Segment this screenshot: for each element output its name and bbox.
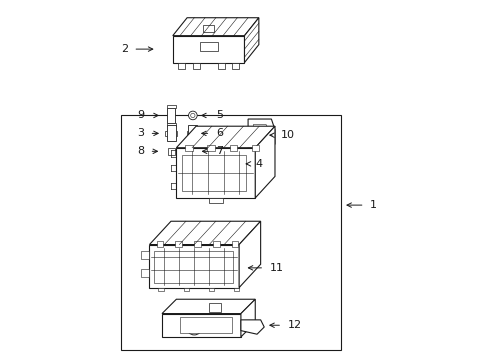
- Polygon shape: [255, 126, 274, 198]
- Bar: [165, 131, 166, 135]
- Bar: [203, 25, 214, 32]
- Bar: [231, 241, 238, 247]
- Circle shape: [188, 111, 197, 120]
- Polygon shape: [244, 18, 258, 63]
- Bar: [197, 131, 198, 135]
- Bar: [208, 303, 221, 312]
- Bar: [121, 116, 341, 350]
- Polygon shape: [253, 125, 269, 143]
- Bar: [166, 105, 176, 108]
- Bar: [188, 125, 197, 141]
- Text: 5: 5: [215, 111, 223, 121]
- Polygon shape: [247, 119, 274, 148]
- Text: 8: 8: [137, 146, 144, 156]
- Polygon shape: [149, 221, 260, 244]
- Bar: [192, 63, 199, 69]
- Bar: [178, 63, 185, 69]
- Bar: [208, 288, 214, 291]
- Bar: [208, 198, 223, 203]
- Bar: [158, 288, 164, 291]
- Bar: [156, 241, 163, 247]
- Bar: [140, 251, 149, 259]
- Bar: [207, 145, 214, 150]
- Bar: [168, 148, 174, 154]
- Bar: [239, 158, 245, 170]
- Bar: [176, 148, 255, 198]
- Bar: [229, 145, 236, 150]
- Bar: [166, 125, 176, 141]
- Text: 4: 4: [255, 159, 262, 169]
- Bar: [217, 63, 224, 69]
- Polygon shape: [239, 180, 245, 188]
- Polygon shape: [176, 126, 274, 148]
- Bar: [182, 155, 246, 191]
- Bar: [186, 131, 188, 135]
- Polygon shape: [241, 320, 264, 334]
- Text: 7: 7: [215, 146, 223, 156]
- Polygon shape: [241, 299, 255, 337]
- Bar: [189, 148, 196, 154]
- Text: 3: 3: [137, 129, 144, 138]
- Bar: [149, 244, 239, 288]
- Bar: [233, 288, 239, 291]
- Bar: [238, 155, 246, 158]
- Bar: [172, 36, 244, 63]
- Circle shape: [240, 181, 244, 185]
- Polygon shape: [239, 221, 260, 288]
- Bar: [166, 123, 176, 126]
- Polygon shape: [162, 299, 255, 314]
- Text: 10: 10: [280, 130, 294, 140]
- Bar: [194, 241, 201, 247]
- Bar: [180, 317, 231, 333]
- Bar: [162, 314, 241, 337]
- Polygon shape: [172, 18, 258, 36]
- Text: 11: 11: [269, 263, 283, 273]
- Bar: [176, 131, 177, 135]
- Bar: [167, 108, 175, 123]
- Text: 1: 1: [369, 200, 376, 210]
- Text: 12: 12: [287, 320, 301, 330]
- Text: 9: 9: [137, 111, 144, 121]
- Circle shape: [190, 113, 195, 118]
- Bar: [175, 241, 182, 247]
- Bar: [185, 145, 192, 150]
- Circle shape: [186, 319, 202, 335]
- Bar: [213, 241, 219, 247]
- Bar: [153, 251, 232, 283]
- Bar: [231, 63, 239, 69]
- Bar: [251, 145, 258, 150]
- Bar: [183, 288, 189, 291]
- Bar: [140, 269, 149, 277]
- Text: 6: 6: [215, 129, 223, 138]
- Bar: [199, 42, 217, 51]
- Text: 2: 2: [121, 44, 128, 54]
